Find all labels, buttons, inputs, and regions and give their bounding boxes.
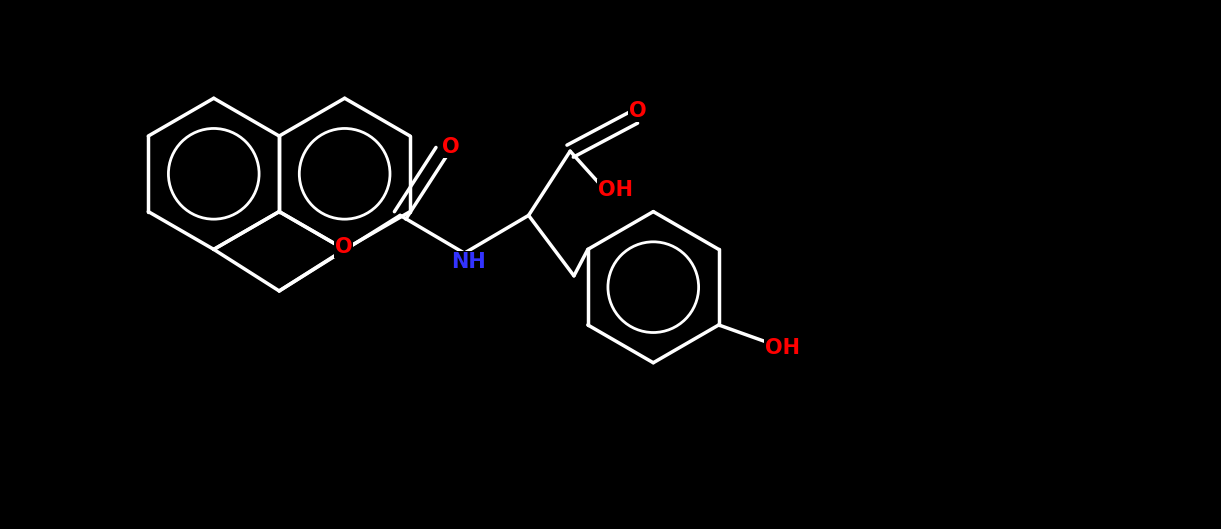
Text: O: O [442, 136, 459, 157]
Text: NH: NH [451, 252, 486, 272]
Text: O: O [629, 101, 647, 121]
Text: OH: OH [598, 180, 632, 200]
Text: O: O [335, 237, 352, 257]
Text: OH: OH [766, 338, 801, 358]
